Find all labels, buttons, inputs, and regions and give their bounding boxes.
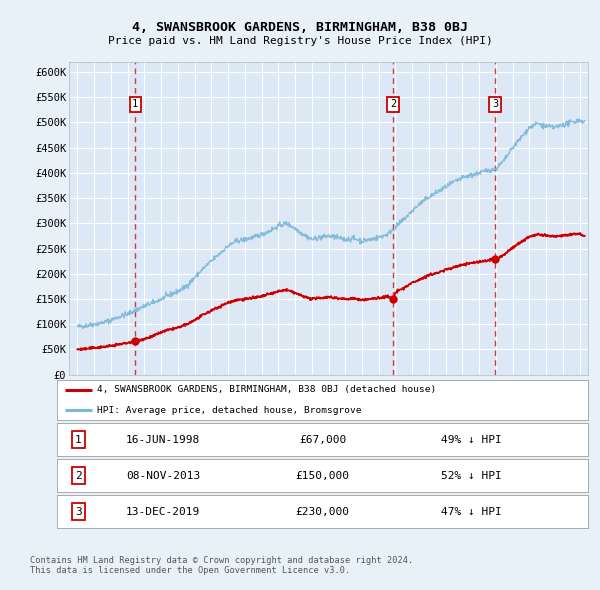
Text: HPI: Average price, detached house, Bromsgrove: HPI: Average price, detached house, Brom… — [97, 405, 361, 415]
Text: 52% ↓ HPI: 52% ↓ HPI — [441, 471, 502, 480]
Text: 13-DEC-2019: 13-DEC-2019 — [126, 507, 200, 516]
Text: Contains HM Land Registry data © Crown copyright and database right 2024.
This d: Contains HM Land Registry data © Crown c… — [30, 556, 413, 575]
Text: 2: 2 — [390, 99, 396, 109]
Text: 3: 3 — [75, 507, 82, 516]
Text: £150,000: £150,000 — [296, 471, 349, 480]
Text: £230,000: £230,000 — [296, 507, 349, 516]
Text: 47% ↓ HPI: 47% ↓ HPI — [441, 507, 502, 516]
Text: 2: 2 — [75, 471, 82, 480]
Text: £67,000: £67,000 — [299, 435, 346, 444]
Text: 4, SWANSBROOK GARDENS, BIRMINGHAM, B38 0BJ: 4, SWANSBROOK GARDENS, BIRMINGHAM, B38 0… — [132, 21, 468, 34]
Text: 1: 1 — [132, 99, 139, 109]
Text: 08-NOV-2013: 08-NOV-2013 — [126, 471, 200, 480]
Text: 1: 1 — [75, 435, 82, 444]
Text: 49% ↓ HPI: 49% ↓ HPI — [441, 435, 502, 444]
Text: Price paid vs. HM Land Registry's House Price Index (HPI): Price paid vs. HM Land Registry's House … — [107, 37, 493, 46]
Text: 3: 3 — [492, 99, 499, 109]
Text: 4, SWANSBROOK GARDENS, BIRMINGHAM, B38 0BJ (detached house): 4, SWANSBROOK GARDENS, BIRMINGHAM, B38 0… — [97, 385, 436, 395]
Text: 16-JUN-1998: 16-JUN-1998 — [126, 435, 200, 444]
